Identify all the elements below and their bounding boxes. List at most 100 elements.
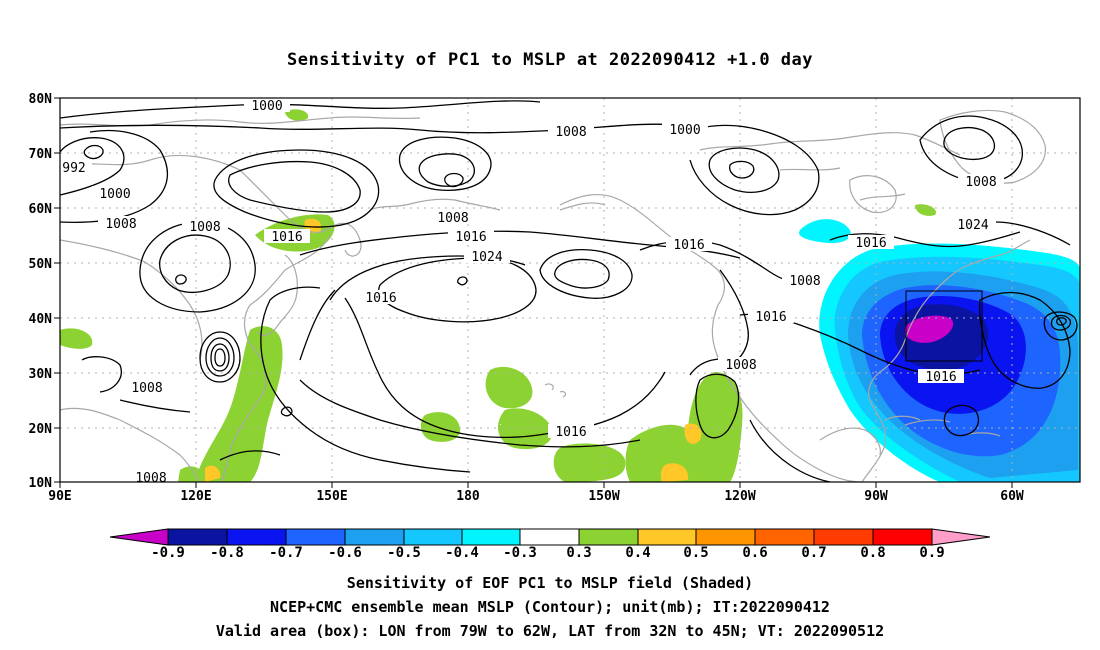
coast-arctic-canada <box>699 132 961 201</box>
shade-pos-03-siberia <box>285 109 309 121</box>
colorbar-swatch <box>637 528 697 546</box>
contour-label: 1016 <box>918 369 964 385</box>
contour-label: 1008 <box>128 471 174 486</box>
colorbar-label: -0.4 <box>445 545 479 561</box>
shade-pos-03-cpac-c <box>553 443 626 482</box>
contour-1008-seas <box>213 149 380 228</box>
svg-text:992: 992 <box>62 161 85 176</box>
contour-small-loop-2 <box>280 406 293 417</box>
coast-north-america-east <box>861 239 1031 482</box>
colorbar-arrow-high <box>931 528 991 546</box>
caption-contour: NCEP+CMC ensemble mean MSLP (Contour); u… <box>270 598 830 616</box>
svg-text:1000: 1000 <box>99 187 130 202</box>
contour-label: 1008 <box>430 210 476 226</box>
contour-label: 1016 <box>448 229 494 245</box>
map-plot-area <box>60 98 1080 482</box>
contour-label: 1016 <box>358 290 404 306</box>
lon-label: 90E <box>48 489 71 504</box>
svg-text:1008: 1008 <box>437 211 468 226</box>
contour-label: 1000 <box>662 122 708 138</box>
lat-label: 20N <box>29 422 53 437</box>
contour-label: 1024 <box>464 249 510 265</box>
contour-label <box>500 424 501 425</box>
colorbar-label: -0.7 <box>269 545 303 561</box>
lat-label: 70N <box>29 147 53 162</box>
contour-1000-seas <box>228 160 361 213</box>
contour-label: 1016 <box>666 237 712 253</box>
svg-text:1008: 1008 <box>789 274 820 289</box>
svg-text:1016: 1016 <box>673 238 704 253</box>
contour-1008-ring <box>139 221 256 313</box>
shade-pos-04-epac <box>684 423 702 444</box>
colorbar-label: -0.5 <box>387 545 421 561</box>
contour-1008-nam <box>679 124 820 216</box>
contour-1024-high <box>378 257 537 323</box>
colorbar-label: 0.7 <box>801 545 826 561</box>
contour-1000-nam <box>708 147 780 193</box>
contour-label: 1008 <box>958 174 1004 190</box>
lon-label: 60W <box>1000 489 1024 504</box>
contour-1008-east <box>979 291 1071 389</box>
svg-text:1000: 1000 <box>251 99 282 114</box>
svg-text:1008: 1008 <box>105 217 136 232</box>
contour-1000-top <box>60 100 541 119</box>
colorbar-swatch <box>344 528 405 546</box>
contour-low-east-3 <box>1056 317 1067 326</box>
contour-1016-canada <box>829 231 1021 248</box>
shade-pos-03-canada <box>915 204 936 216</box>
tick-marks <box>54 97 1013 488</box>
svg-text:1016: 1016 <box>271 230 302 245</box>
colorbar-swatch <box>519 528 580 546</box>
map-frame <box>59 97 1081 483</box>
contour-label: 1008 <box>182 219 228 235</box>
positive-sensitivity-shading <box>60 109 936 482</box>
lat-label: 80N <box>29 92 53 107</box>
lon-label: 120W <box>724 489 755 504</box>
colorbar-swatch <box>167 528 228 546</box>
shade-pos-03-taiwan <box>178 466 205 482</box>
svg-text:1008: 1008 <box>555 125 586 140</box>
contour-small-loop-3 <box>456 276 468 286</box>
contour-label: 1016 <box>848 235 894 251</box>
colorbar-labels: -0.9 -0.8 -0.7 -0.6 -0.5 -0.4 -0.3 0.3 0… <box>151 545 945 561</box>
shade-pos-03-china <box>60 328 93 349</box>
coast-japan <box>257 254 298 336</box>
shade-pos-04-wpac <box>205 465 221 482</box>
contour-low-east-2 <box>1050 314 1072 331</box>
svg-text:1008: 1008 <box>965 175 996 190</box>
lat-label: 40N <box>29 312 53 327</box>
contour-992-nam <box>729 160 755 179</box>
caption-valid-area: Valid area (box): LON from 79W to 62W, L… <box>215 622 885 640</box>
contour-label: 1016 <box>264 229 310 245</box>
contour-1016-west <box>260 286 471 473</box>
contour-labels: 1000 1008 1000 992 1000 1008 1008 1016 1… <box>58 98 1004 486</box>
contour-1016-bermuda <box>943 404 979 437</box>
svg-text:1016: 1016 <box>455 230 486 245</box>
page-title: Sensitivity of PC1 to MSLP at 2022090412… <box>286 50 813 70</box>
contour-label: 1016 <box>748 309 794 325</box>
coast-north-america-west <box>711 304 863 482</box>
colorbar-swatch <box>578 528 639 546</box>
contour-1008-low-asia <box>159 234 231 293</box>
shade-pos-03-cpac <box>497 408 553 450</box>
shade-pos-03-epac <box>625 372 743 482</box>
colorbar-label: -0.8 <box>210 545 244 561</box>
caption-shaded: Sensitivity of EOF PC1 to MSLP field (Sh… <box>346 574 754 592</box>
coast-asia-east <box>60 154 362 482</box>
contour-label: 1024 <box>950 217 996 233</box>
mslp-contours <box>60 100 1078 482</box>
colorbar-swatch <box>285 528 346 546</box>
svg-text:1016: 1016 <box>555 425 586 440</box>
contour-1008-bering <box>398 136 492 191</box>
lat-label: 10N <box>29 476 53 491</box>
contour-label: 1000 <box>92 186 138 202</box>
contour-label: 1008 <box>124 380 170 396</box>
coast-gulf-mexico <box>819 415 921 456</box>
coast-aleutians <box>369 198 606 211</box>
longitude-labels: 90E 120E 150E 180 150W 120W 90W 60W <box>48 489 1024 504</box>
contour-label: 992 <box>58 160 92 176</box>
contour-label: 1008 <box>718 357 764 373</box>
contour-label: 1008 <box>98 216 144 232</box>
valid-area-box <box>905 290 983 362</box>
